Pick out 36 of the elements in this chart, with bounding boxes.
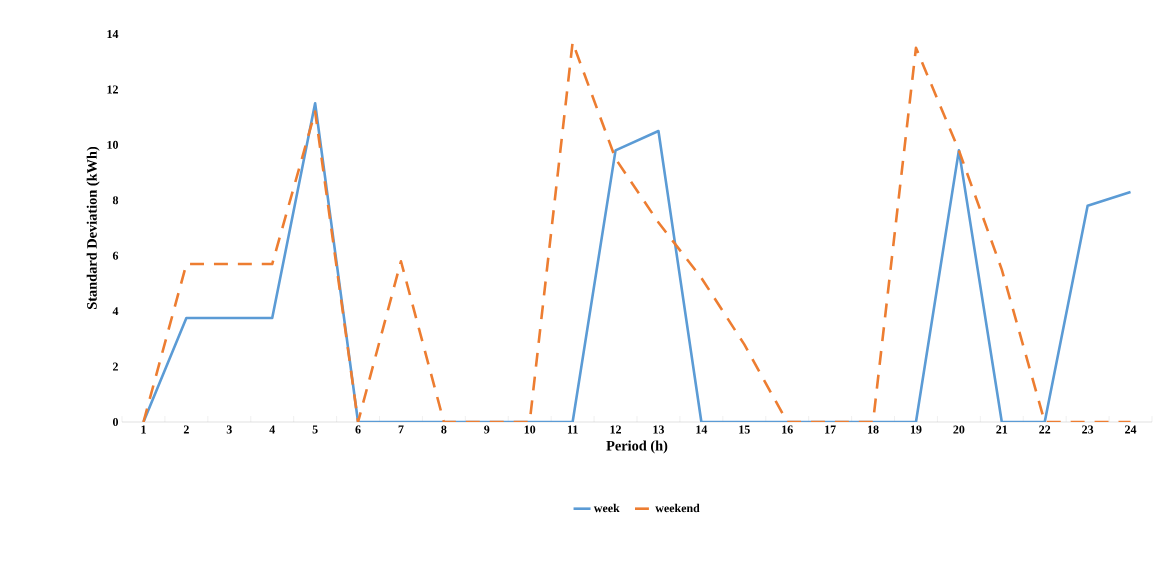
x-tick-label: 13 [653,425,665,434]
x-tick-label: 9 [484,425,490,434]
x-tick-label: 17 [825,425,836,434]
y-axis-title: Standard Deviation (kWh) [86,146,100,309]
legend-label: week [593,503,620,513]
x-tick-label: 21 [996,425,1008,434]
x-tick-label: 4 [269,425,275,434]
x-tick-label: 24 [1125,425,1137,434]
x-tick-label: 19 [910,425,922,434]
x-tick-label: 20 [953,425,965,434]
x-axis-title: Period (h) [606,440,668,454]
x-tick-label: 18 [868,425,879,434]
y-tick-label: 6 [112,251,119,260]
y-tick-label: 2 [113,362,118,371]
x-tick-label: 15 [739,425,750,434]
x-tick-label: 6 [355,425,361,434]
x-tick-label: 10 [524,425,536,434]
x-tick-label: 11 [567,425,578,434]
x-tick-label: 22 [1039,425,1051,434]
x-tick-label: 1 [141,425,146,434]
y-tick-label: 10 [107,140,119,149]
legend-label: weekend [655,503,700,513]
y-tick-label: 12 [107,85,118,94]
x-tick-label: 14 [696,425,708,434]
x-tick-label: 12 [610,425,622,434]
y-tick-label: 0 [112,417,119,427]
x-tick-label: 23 [1082,425,1094,434]
x-tick-label: 5 [312,425,318,434]
x-tick-label: 7 [398,425,404,434]
y-tick-label: 4 [112,307,119,316]
y-tick-label: 8 [112,196,119,205]
y-tick-label: 14 [107,30,119,38]
x-tick-label: 3 [226,425,232,434]
x-tick-label: 2 [183,425,189,434]
x-tick-label: 16 [782,425,793,434]
x-tick-label: 8 [441,425,447,434]
